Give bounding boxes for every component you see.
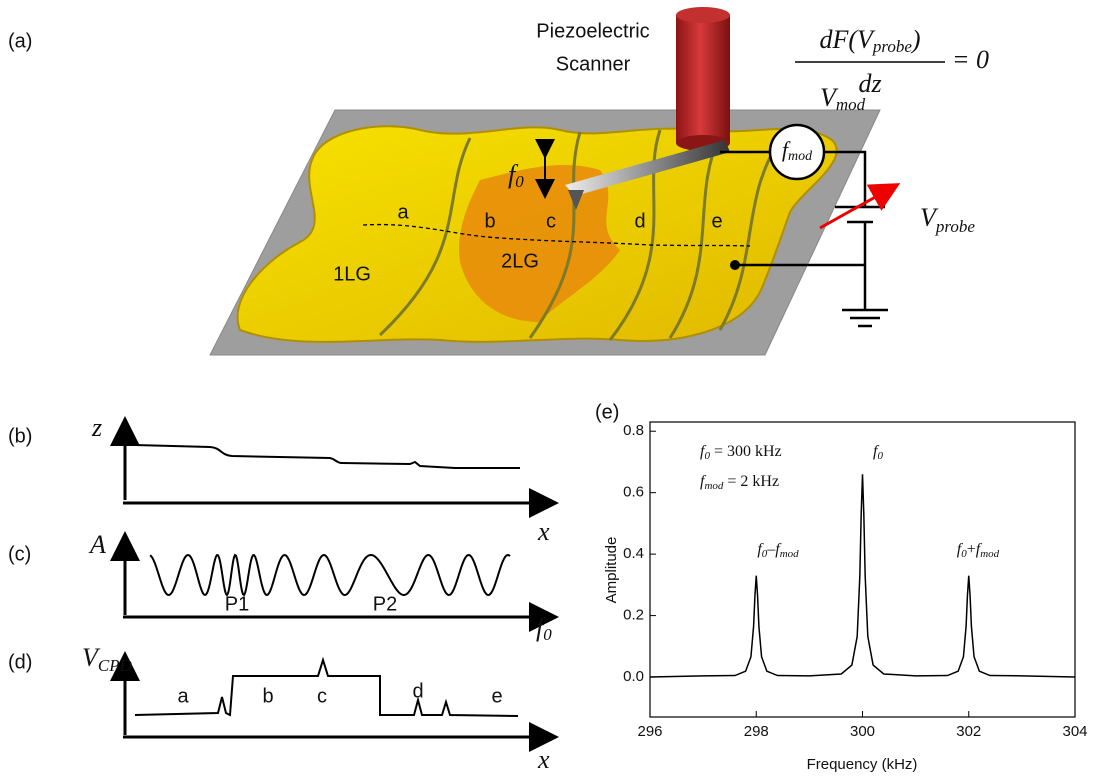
sym-sub: 0	[543, 625, 552, 644]
panel-label: (e)	[595, 401, 619, 423]
axis-label: VCPD	[82, 643, 133, 675]
annotation: f0–fmod	[757, 541, 799, 560]
scanner-label: Piezoelectric	[536, 20, 649, 42]
layer-label: 1LG	[333, 263, 371, 285]
axis-label: z	[91, 413, 102, 442]
y-axis-title: Amplitude	[603, 537, 620, 604]
y-tick-label: 0.6	[623, 484, 644, 501]
region-label: b	[262, 685, 273, 707]
scanner-label: Scanner	[556, 53, 631, 75]
figure: (a) Piezoelectric Scanner dF(Vprobe) dz …	[0, 0, 1097, 776]
spectrum-line	[650, 474, 1075, 677]
region-label: a	[177, 685, 189, 707]
contact	[730, 260, 740, 270]
y-tick-label: 0.4	[623, 545, 644, 562]
sym-sub: mod	[788, 149, 813, 164]
vprobe-label: Vprobe	[920, 203, 975, 236]
axis-label: x	[537, 517, 550, 546]
region-label: c	[546, 210, 556, 232]
y-tick-label: 0.8	[623, 422, 644, 439]
topography-curve	[135, 445, 520, 468]
annotation-sub: mod	[780, 548, 799, 560]
x-tick-label: 298	[744, 723, 769, 740]
region-label: d	[634, 210, 645, 232]
annotation: f0+fmod	[957, 541, 1000, 560]
sym-sub: probe	[935, 217, 975, 236]
sym-sub: 0	[515, 172, 524, 191]
region-label: a	[397, 201, 409, 223]
amplitude-curve	[150, 555, 510, 595]
y-tick-label: 0.2	[623, 607, 644, 624]
eq-part: )	[910, 25, 921, 54]
x-tick-label: 304	[1062, 723, 1087, 740]
eq-sub: probe	[872, 37, 912, 56]
panel-label: (a)	[8, 30, 32, 52]
region-label: c	[317, 685, 327, 707]
eq-part: dF(V	[819, 25, 876, 54]
x-axis-title: Frequency (kHz)	[807, 756, 918, 773]
panel-label: (c)	[8, 543, 31, 565]
annotation-part: +	[967, 541, 976, 558]
axis-label: A	[88, 530, 106, 559]
y-tick-label: 0.0	[623, 668, 644, 685]
annotation-part: = 300 kHz	[710, 443, 782, 460]
peak-label: P1	[225, 593, 249, 615]
plot-frame	[650, 422, 1075, 717]
region-label: e	[491, 685, 502, 707]
annotation: f0 = 300 kHz	[700, 443, 782, 462]
annotation-sub: 0	[877, 450, 883, 462]
plot: 296 298 300 302 304 0.0 0.2 0.4 0.6 0.8 f0 = 300 k…	[623, 422, 1087, 740]
scanner	[676, 15, 730, 143]
equation-numerator: dF(Vprobe)	[819, 25, 920, 56]
annotation: f0	[873, 443, 883, 462]
x-tick-label: 296	[637, 723, 662, 740]
equation-denominator: dz	[858, 69, 881, 98]
axis-label: x	[537, 745, 550, 774]
region-label: d	[412, 680, 423, 702]
x-tick-label: 302	[956, 723, 981, 740]
annotation-part: = 2 kHz	[723, 473, 779, 490]
annotation-sub: mod	[980, 548, 999, 560]
panel-label: (b)	[8, 425, 32, 447]
sym-sub: CPD	[98, 656, 133, 675]
x-tick-label: 300	[850, 723, 875, 740]
panel-label: (d)	[8, 651, 32, 673]
sym-sub: mod	[836, 95, 866, 114]
region-label: e	[711, 210, 722, 232]
equation-rhs: = 0	[952, 45, 989, 74]
annotation: fmod = 2 kHz	[700, 473, 779, 492]
annotation-sub: mod	[704, 480, 723, 492]
scanner-top	[676, 7, 730, 23]
peak-label: P2	[373, 593, 397, 615]
region-label: b	[484, 210, 495, 232]
layer-label: 2LG	[501, 250, 539, 272]
